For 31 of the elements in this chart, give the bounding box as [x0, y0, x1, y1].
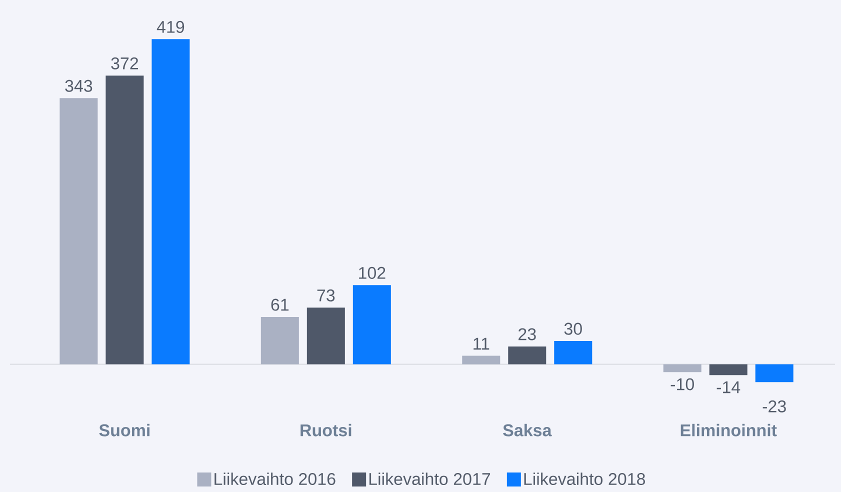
data-label: 343 — [65, 80, 92, 92]
bar — [260, 316, 299, 364]
bar — [709, 364, 748, 376]
x-tick-label: Eliminoinnit — [680, 424, 777, 436]
bar — [152, 39, 190, 364]
bar — [508, 346, 546, 364]
data-label: -23 — [762, 400, 786, 412]
data-label: 372 — [111, 57, 138, 70]
bar — [462, 356, 500, 364]
bar — [106, 76, 144, 364]
data-label: 30 — [564, 322, 582, 335]
data-label: 23 — [518, 328, 536, 340]
data-label: -14 — [716, 381, 740, 394]
bar — [60, 98, 98, 364]
bar — [663, 364, 702, 372]
bar — [306, 308, 345, 364]
data-label: 102 — [359, 266, 386, 279]
legend-label: Liikevaihto 2016 — [214, 472, 336, 486]
bar — [352, 285, 391, 364]
data-label: 11 — [474, 338, 490, 350]
data-label: -10 — [670, 378, 694, 390]
data-label: 73 — [317, 289, 335, 302]
data-label: 419 — [156, 20, 184, 33]
legend-label: Liikevaihto 2018 — [524, 472, 646, 486]
legend-label: Liikevaihto 2017 — [369, 472, 490, 486]
bar — [554, 341, 592, 364]
x-tick-label: Ruotsi — [300, 424, 352, 436]
x-tick-label: Suomi — [99, 424, 150, 436]
bar — [755, 364, 794, 382]
data-label: 61 — [271, 298, 289, 311]
x-tick-label: Saksa — [503, 424, 552, 436]
